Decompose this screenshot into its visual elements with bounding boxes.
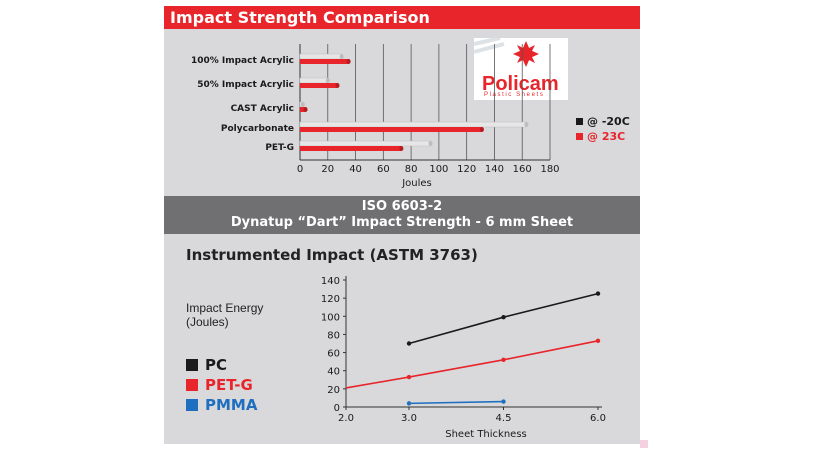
- bar-cap: [399, 146, 404, 151]
- category-label: CAST Acrylic: [231, 104, 294, 114]
- x-tick-label: 40: [349, 164, 362, 175]
- category-label: 100% Impact Acrylic: [191, 56, 294, 66]
- title-bar: [164, 6, 640, 29]
- bar-cap: [428, 141, 433, 146]
- bar-23c: [300, 127, 482, 132]
- bar-minus20: [299, 140, 431, 147]
- logo-box: [473, 36, 568, 100]
- bar-23c: [300, 107, 306, 112]
- x-tick-label: 160: [513, 164, 532, 175]
- x-tick-label: 140: [485, 164, 504, 175]
- x-tick-label: 120: [457, 164, 476, 175]
- bar-cap: [346, 59, 351, 64]
- legend-label-pc: PC: [205, 356, 228, 374]
- decorative-strip: [640, 440, 648, 448]
- bar-cap: [339, 54, 344, 59]
- snowflake-logo-icon: [473, 36, 539, 67]
- legend-swatch-petg: [186, 379, 198, 391]
- bar-cap: [325, 78, 330, 83]
- bar-minus20: [299, 121, 527, 128]
- band-standard: ISO 6603-2: [361, 199, 443, 214]
- x-tick-label: 180: [540, 164, 559, 175]
- bar-cap: [303, 107, 308, 112]
- x-tick-label: 20: [321, 164, 334, 175]
- x-tick-label: 80: [405, 164, 418, 175]
- page-title: Impact Strength Comparison: [170, 8, 430, 27]
- y-axis-label: Impact Energy (Joules): [186, 301, 264, 329]
- bar-minus20: [299, 77, 329, 84]
- bar-cap: [335, 83, 340, 88]
- x-axis-label: Joules: [401, 178, 432, 189]
- x-tick-label: 60: [377, 164, 390, 175]
- legend-label: @ -20C: [587, 115, 630, 128]
- logo-name: Policam: [482, 73, 559, 95]
- bar-minus20: [299, 53, 342, 60]
- legend-label-pmma: PMMA: [205, 396, 258, 414]
- legend-swatch-pmma: [186, 399, 198, 411]
- x-tick-label: 100: [429, 164, 448, 175]
- bar-23c: [300, 59, 349, 64]
- category-label: 50% Impact Acrylic: [197, 80, 294, 90]
- logo-tagline: Plastic Sheets: [484, 92, 545, 98]
- legend-swatch: [576, 118, 583, 125]
- legend-pc: PC: [186, 356, 227, 374]
- bar-chart: 100% Impact Acrylic 50% Impact Acrylic CAS…: [191, 44, 630, 189]
- test-standard-band: [164, 196, 640, 234]
- legend-swatch-pc: [186, 359, 198, 371]
- x-tick-label: 0: [297, 164, 303, 175]
- bar-cap: [479, 127, 484, 132]
- bar-cap: [300, 102, 305, 107]
- line-chart-title: Instrumented Impact (ASTM 3763): [186, 246, 478, 264]
- bar-23c: [300, 146, 402, 151]
- legend-pmma: PMMA: [186, 396, 257, 414]
- category-label: PET-G: [265, 143, 294, 153]
- category-label: Polycarbonate: [221, 124, 294, 134]
- legend-swatch: [576, 133, 583, 140]
- bar-cap: [524, 122, 529, 127]
- legend-label: @ 23C: [587, 130, 625, 143]
- band-subtitle: Dynatup “Dart” Impact Strength - 6 mm Sh…: [230, 215, 574, 230]
- legend-label-petg: PET-G: [205, 376, 253, 394]
- legend-petg: PET-G: [186, 376, 253, 394]
- bar-23c: [300, 83, 338, 88]
